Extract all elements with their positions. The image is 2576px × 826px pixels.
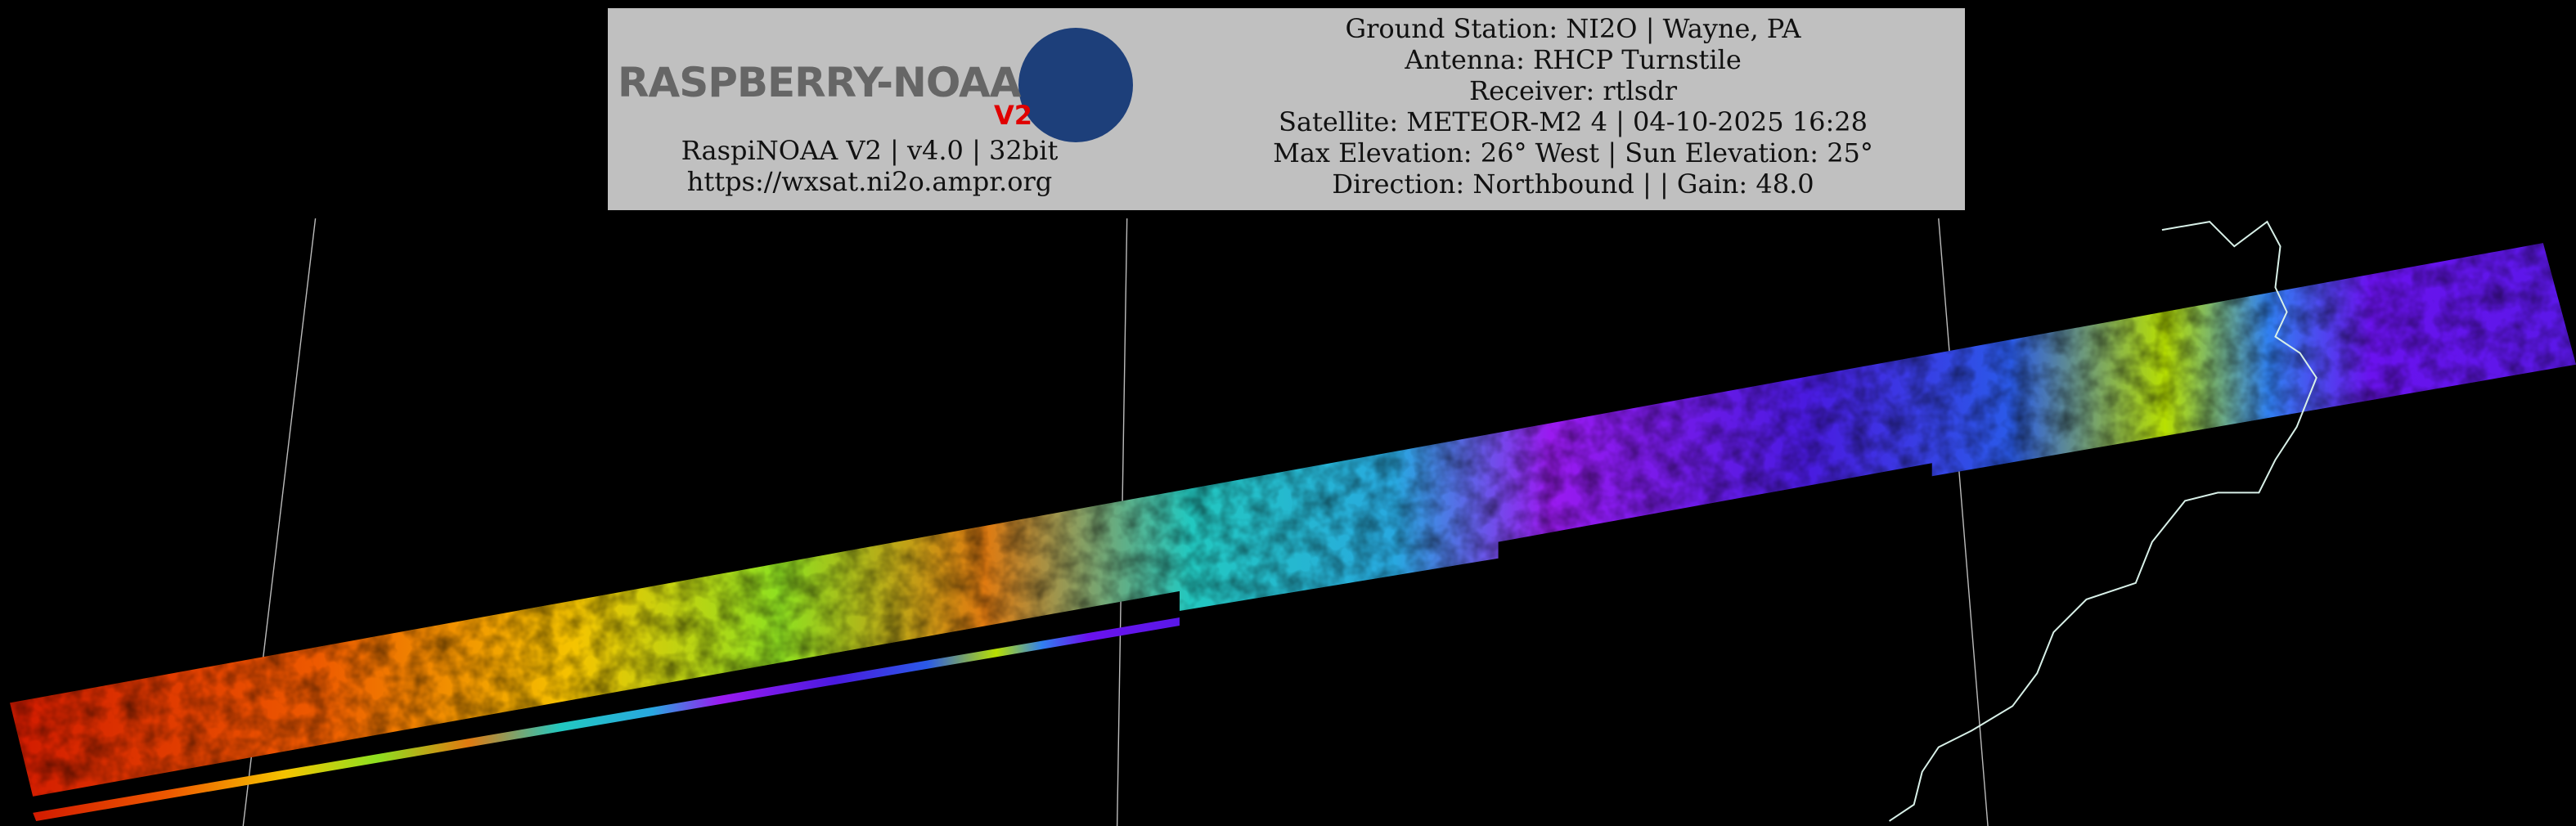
logo-badge (1018, 28, 1133, 142)
logo-text: RASPBERRY-NOAA (618, 59, 1021, 106)
info-line: Antenna: RHCP Turnstile (1405, 44, 1742, 75)
logo: RASPBERRY-NOAA V2 (618, 25, 1133, 147)
info-line: Direction: Northbound | | Gain: 48.0 (1332, 168, 1814, 200)
info-line: Receiver: rtlsdr (1469, 75, 1677, 106)
info-line: Ground Station: NI2O | Wayne, PA (1345, 13, 1801, 44)
info-line: Max Elevation: 26° West | Sun Elevation:… (1273, 137, 1873, 168)
swath (10, 243, 2576, 821)
info-line: RaspiNOAA V2 | v4.0 | 32bit (681, 135, 1059, 166)
logo-version: V2 (994, 100, 1033, 131)
grid-line (1938, 218, 1989, 826)
swath-texture (10, 243, 2576, 797)
header: RASPBERRY-NOAA V2 RaspiNOAA V2 | v4.0 | … (608, 8, 1965, 210)
info-line: https://wxsat.ni2o.ampr.org (686, 166, 1053, 197)
coastline (1888, 220, 2318, 822)
pass-info: Ground Station: NI2O | Wayne, PA Antenna:… (1197, 13, 1949, 200)
info-line: Satellite: METEOR-M2 4 | 04-10-2025 16:2… (1279, 106, 1868, 137)
swath-strip (33, 617, 1180, 821)
station-info: RaspiNOAA V2 | v4.0 | 32bit https://wxsat… (608, 135, 1131, 197)
